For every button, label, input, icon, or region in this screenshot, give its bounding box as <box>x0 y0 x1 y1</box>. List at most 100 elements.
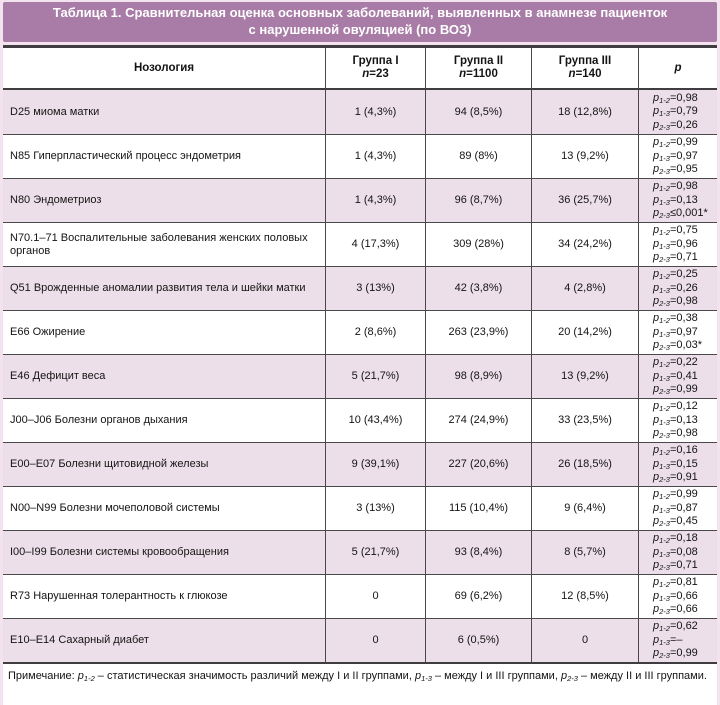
group3-cell: 4 (2,8%) <box>531 267 638 310</box>
nosology-cell: E10–E14 Сахарный диабет <box>10 634 149 646</box>
p-cell: p1-2=0,12 p1-3=0,13 p2-3=0,98 <box>638 399 717 442</box>
p-value-line: p2-3=0,45 <box>653 515 698 529</box>
p-value-line: p1-3=0,97 <box>653 325 698 339</box>
p-value-line: p1-2=0,22 <box>653 356 698 370</box>
p-cell: p1-2=0,62 p1-3=– p2-3=0,99 <box>638 619 717 662</box>
p-value-line: p2-3=0,91 <box>653 471 698 485</box>
table-row: Q51 Врожденные аномалии развития тела и … <box>3 266 717 310</box>
group2-cell: 93 (8,4%) <box>425 531 531 574</box>
group2-cell: 309 (28%) <box>425 223 531 266</box>
group1-cell: 3 (13%) <box>325 267 425 310</box>
group2-cell: 98 (8,9%) <box>425 355 531 398</box>
p-value-line: p2-3≤0,001* <box>653 207 708 221</box>
footnote: Примечание: p1-2 – статистическая значим… <box>3 664 717 705</box>
table-row: N85 Гиперпластический процесс эндометрия… <box>3 134 717 178</box>
p-cell: p1-2=0,16 p1-3=0,15 p2-3=0,91 <box>638 443 717 486</box>
p-value-line: p1-3=0,66 <box>653 589 698 603</box>
table-row: I00–I99 Болезни системы кровообращения 5… <box>3 530 717 574</box>
p-cell: p1-2=0,98 p1-3=0,13 p2-3≤0,001* <box>638 179 717 222</box>
group3-cell: 20 (14,2%) <box>531 311 638 354</box>
nosology-cell: E66 Ожирение <box>10 326 86 338</box>
comparison-table: Нозология Группа I n=23 Группа II n=1100… <box>3 45 717 664</box>
nosology-cell: N00–N99 Болезни мочеполовой системы <box>10 502 220 514</box>
nosology-cell: D25 миома матки <box>10 105 100 118</box>
p-cell: p1-2=0,81 p1-3=0,66 p2-3=0,66 <box>638 575 717 618</box>
group2-cell: 274 (24,9%) <box>425 399 531 442</box>
group1-cell: 3 (13%) <box>325 487 425 530</box>
p-value-line: p1-2=0,18 <box>653 532 698 546</box>
nosology-header-label: Нозология <box>133 61 195 74</box>
column-header-group1: Группа I n=23 <box>325 48 425 88</box>
group3-cell: 26 (18,5%) <box>531 443 638 486</box>
p-value-line: p1-2=0,98 <box>653 91 698 105</box>
p-value-line: p2-3=0,26 <box>653 118 698 132</box>
group2-cell: 115 (10,4%) <box>425 487 531 530</box>
group2-cell: 96 (8,7%) <box>425 179 531 222</box>
table-title-line2: с нарушенной овуляцией (по ВОЗ) <box>248 21 472 37</box>
table-row: R73 Нарушенная толерантность к глюкозе 0… <box>3 574 717 618</box>
p-value-line: p1-3=0,13 <box>653 413 698 427</box>
p-value-line: p1-2=0,75 <box>653 224 698 238</box>
group1-cell: 1 (4,3%) <box>325 90 425 134</box>
table-title: Таблица 1. Сравнительная оценка основных… <box>3 2 717 42</box>
p-cell: p1-2=0,75 p1-3=0,96 p2-3=0,71 <box>638 223 717 266</box>
group3-label: Группа III <box>558 55 612 67</box>
nosology-cell: E46 Дефицит веса <box>10 370 106 382</box>
p-value-line: p1-3=– <box>653 633 683 647</box>
p-header-label: p <box>674 61 682 74</box>
p-value-line: p2-3=0,95 <box>653 163 698 177</box>
nosology-cell: N85 Гиперпластический процесс эндометрия <box>10 150 241 162</box>
p-value-line: p1-2=0,25 <box>653 268 698 282</box>
group1-cell: 9 (39,1%) <box>325 443 425 486</box>
p-value-line: p2-3=0,98 <box>653 427 698 441</box>
group3-cell: 18 (12,8%) <box>531 90 638 134</box>
p-value-line: p2-3=0,71 <box>653 251 698 265</box>
group1-cell: 4 (17,3%) <box>325 223 425 266</box>
table-row: J00–J06 Болезни органов дыхания 10 (43,4… <box>3 398 717 442</box>
table-row: N80 Эндометриоз 1 (4,3%) 96 (8,7%) 36 (2… <box>3 178 717 222</box>
group2-cell: 263 (23,9%) <box>425 311 531 354</box>
p-value-line: p1-2=0,99 <box>653 488 698 502</box>
p-cell: p1-2=0,25 p1-3=0,26 p2-3=0,98 <box>638 267 717 310</box>
p-value-line: p1-3=0,15 <box>653 457 698 471</box>
group3-cell: 34 (24,2%) <box>531 223 638 266</box>
p-cell: p1-2=0,99 p1-3=0,87 p2-3=0,45 <box>638 487 717 530</box>
group2-cell: 69 (6,2%) <box>425 575 531 618</box>
p-value-line: p1-3=0,26 <box>653 281 698 295</box>
group1-cell: 1 (4,3%) <box>325 135 425 178</box>
group2-cell: 227 (20,6%) <box>425 443 531 486</box>
p-cell: p1-2=0,38 p1-3=0,97 p2-3=0,03* <box>638 311 717 354</box>
table-row: E10–E14 Сахарный диабет 0 6 (0,5%) 0 p1-… <box>3 618 717 662</box>
column-header-group2: Группа II n=1100 <box>425 48 531 88</box>
p-value-line: p1-3=0,41 <box>653 369 698 383</box>
group1-n: n=23 <box>362 68 389 80</box>
table-row: E46 Дефицит веса 5 (21,7%) 98 (8,9%) 13 … <box>3 354 717 398</box>
p-value-line: p1-2=0,12 <box>653 400 698 414</box>
group1-cell: 0 <box>325 575 425 618</box>
nosology-cell: N80 Эндометриоз <box>10 194 102 206</box>
group2-label: Группа II <box>453 55 504 67</box>
group1-cell: 10 (43,4%) <box>325 399 425 442</box>
p-value-line: p2-3=0,03* <box>653 339 703 353</box>
table-row: N70.1–71 Воспалительные заболевания женс… <box>3 222 717 266</box>
nosology-cell: N70.1–71 Воспалительные заболевания женс… <box>10 231 308 257</box>
group1-cell: 5 (21,7%) <box>325 355 425 398</box>
table-header-row: Нозология Группа I n=23 Группа II n=1100… <box>3 48 717 90</box>
nosology-cell: Q51 Врожденные аномалии развития тела и … <box>10 282 306 294</box>
group3-cell: 0 <box>531 619 638 662</box>
p-value-line: p2-3=0,99 <box>653 647 698 661</box>
group3-cell: 12 (8,5%) <box>531 575 638 618</box>
table-row: E00–E07 Болезни щитовидной железы 9 (39,… <box>3 442 717 486</box>
group1-cell: 1 (4,3%) <box>325 179 425 222</box>
p-value-line: p1-3=0,87 <box>653 501 698 515</box>
p-value-line: p1-3=0,79 <box>653 105 698 119</box>
group3-cell: 13 (9,2%) <box>531 135 638 178</box>
nosology-cell: E00–E07 Болезни щитовидной железы <box>10 458 209 470</box>
table-row: N00–N99 Болезни мочеполовой системы 3 (1… <box>3 486 717 530</box>
table-body: D25 миома матки 1 (4,3%) 94 (8,5%) 18 (1… <box>3 90 717 662</box>
group2-cell: 94 (8,5%) <box>425 90 531 134</box>
table-row: D25 миома матки 1 (4,3%) 94 (8,5%) 18 (1… <box>3 90 717 134</box>
group2-n: n=1100 <box>459 68 498 80</box>
table-row: E66 Ожирение 2 (8,6%) 263 (23,9%) 20 (14… <box>3 310 717 354</box>
